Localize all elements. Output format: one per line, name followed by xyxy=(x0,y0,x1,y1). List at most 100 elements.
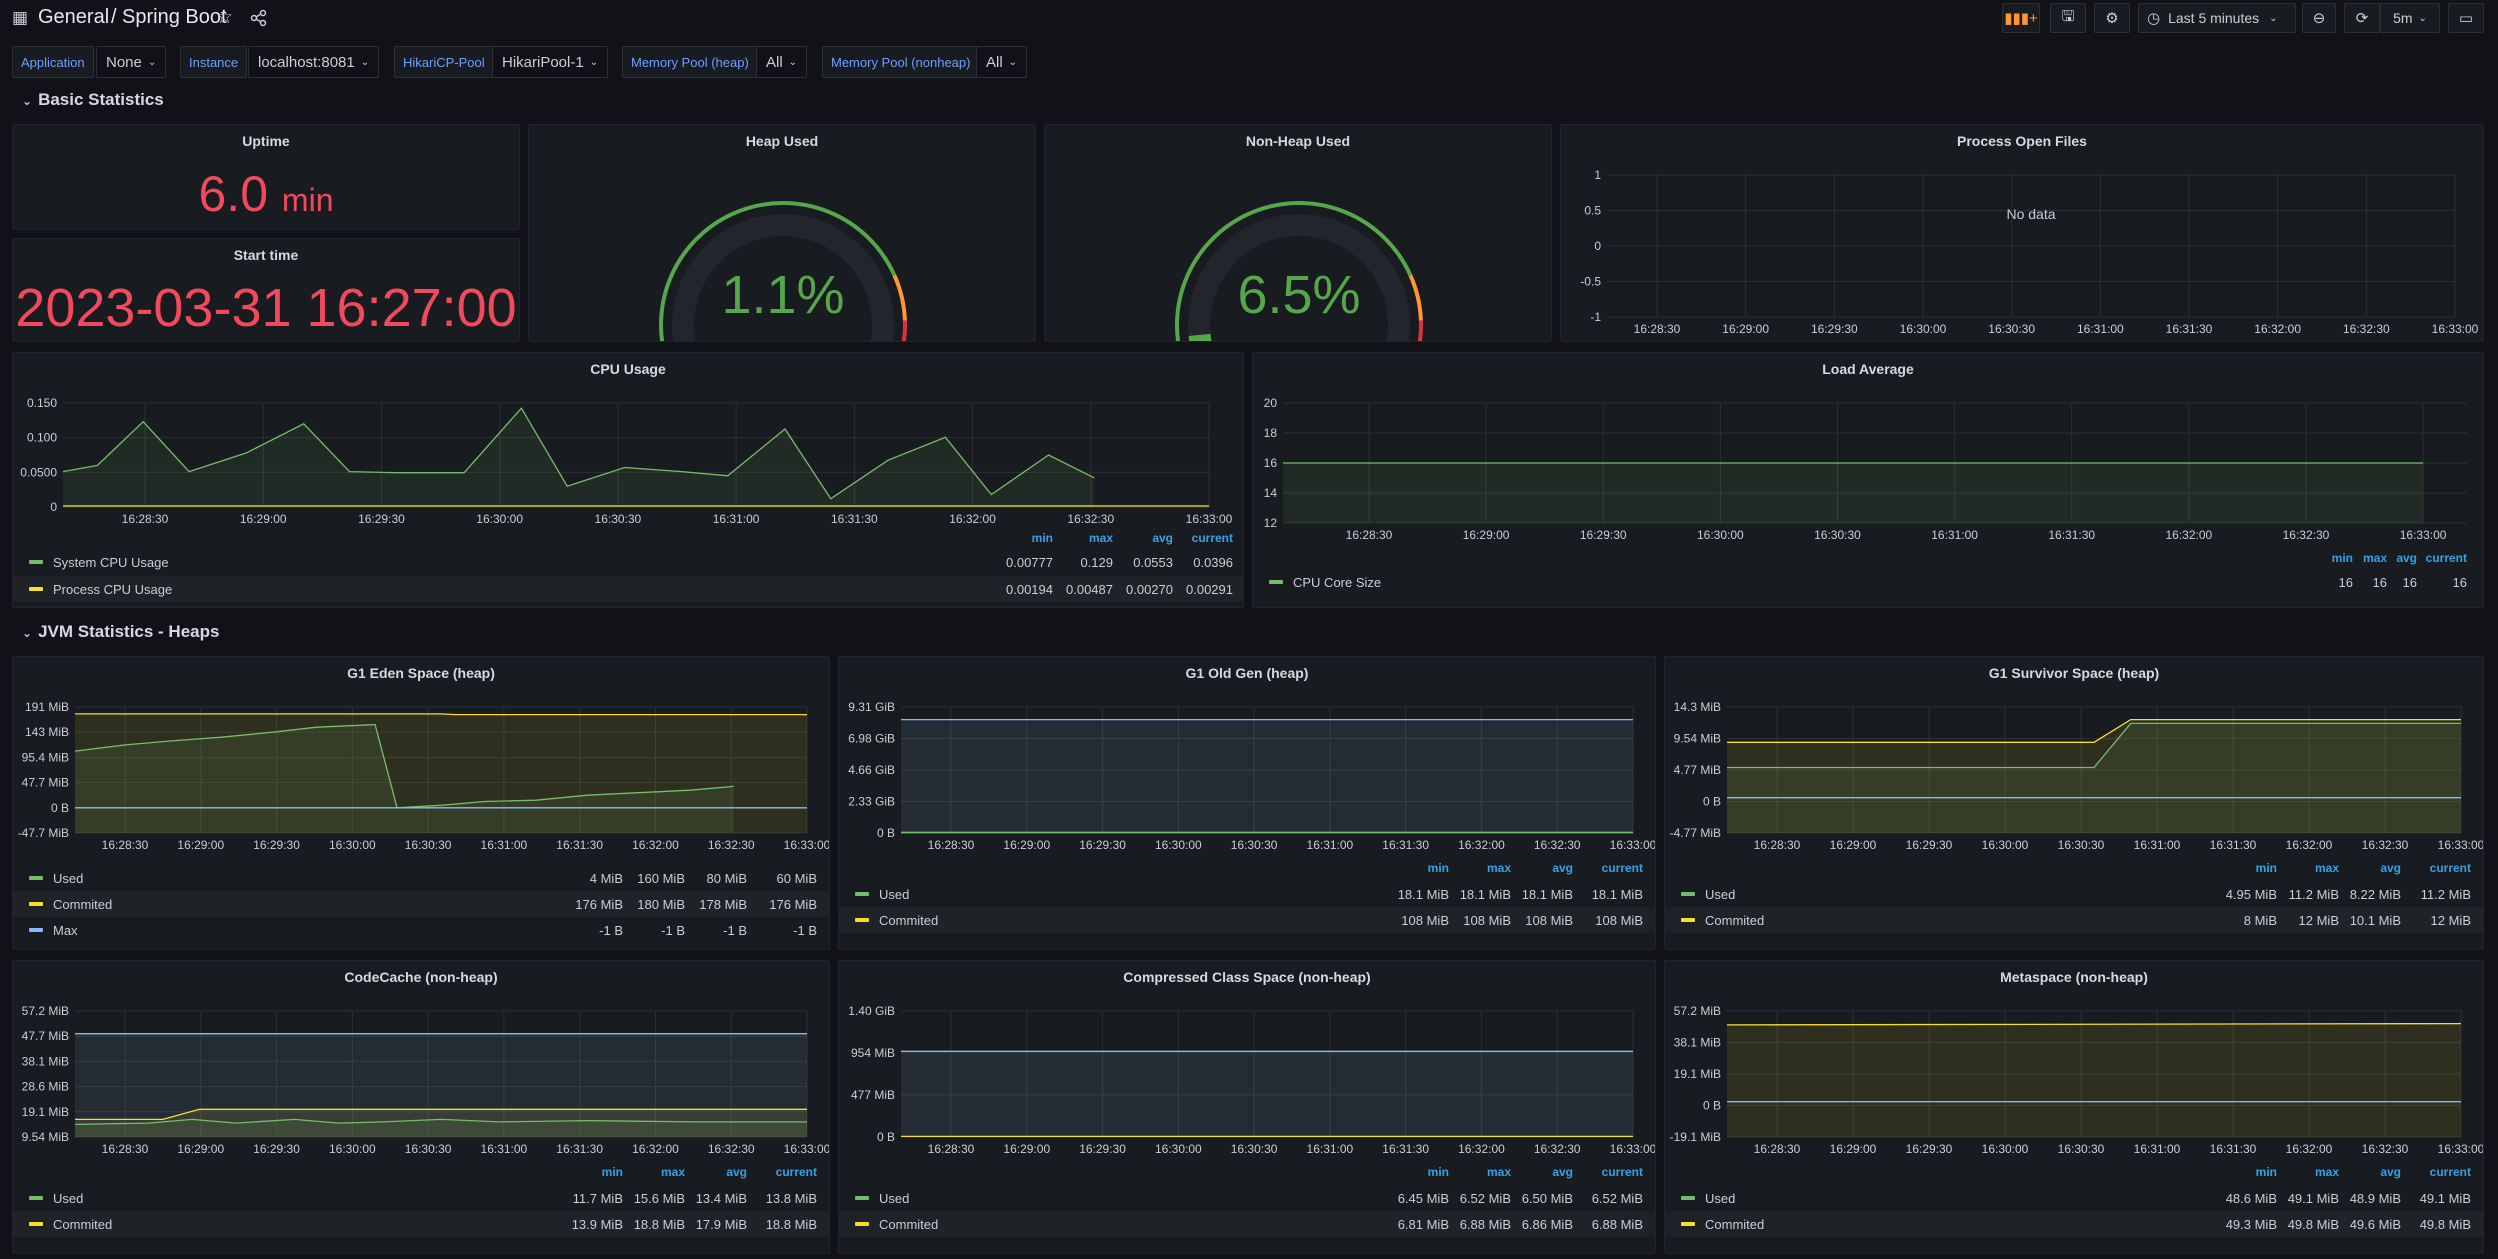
uptime-unit: min xyxy=(281,182,334,218)
variable-value: HikariPool-1 xyxy=(502,53,584,71)
variable-select-application[interactable]: None ⌄ xyxy=(96,46,167,78)
x-tick-label: 16:31:30 xyxy=(1382,838,1429,852)
panel-g1-eden-space[interactable]: G1 Eden Space (heap) 191 MiB 143 MiB 95.4 M… xyxy=(12,656,830,950)
legend-row-used[interactable]: Used 11.7 MiB 15.6 MiB 13.4 MiB 13.8 MiB xyxy=(13,1185,829,1211)
y-tick-label: -19.1 MiB xyxy=(1670,1130,1721,1144)
legend-current: -1 B xyxy=(793,922,817,938)
panel-g1-old-gen[interactable]: G1 Old Gen (heap) 9.31 GiB 6.98 GiB 4.66 Gi… xyxy=(838,656,1656,950)
legend-row-process-cpu[interactable]: Process CPU Usage 0.00194 0.00487 0.0027… xyxy=(13,576,1243,602)
legend-row-commited[interactable]: Commited 108 MiB 108 MiB 108 MiB 108 MiB xyxy=(839,907,1655,933)
tv-mode-button[interactable]: ▭ xyxy=(2448,3,2484,33)
panel-uptime[interactable]: Uptime 6.0 min xyxy=(12,124,520,230)
series-area xyxy=(1283,463,2424,523)
share-icon[interactable] xyxy=(250,9,268,27)
legend-current: 49.8 MiB xyxy=(2419,1216,2471,1232)
gauge-threshold-band xyxy=(892,274,907,321)
legend-row-system-cpu[interactable]: System CPU Usage 0.00777 0.129 0.0553 0.… xyxy=(13,549,1243,575)
x-tick-label: 16:29:30 xyxy=(1906,1142,1953,1156)
legend-current: 12 MiB xyxy=(2430,912,2471,928)
variable-value: localhost:8081 xyxy=(258,53,355,71)
add-panel-button[interactable]: ▮▮▮+ xyxy=(2002,3,2040,33)
legend-current: 0.00291 xyxy=(1186,581,1233,597)
legend-row-commited[interactable]: Commited 176 MiB 180 MiB 178 MiB 176 MiB xyxy=(13,891,829,917)
row-title-text: JVM Statistics - Heaps xyxy=(38,622,220,641)
x-tick-label: 16:29:00 xyxy=(1722,322,1769,336)
dashboard-settings-button[interactable]: ⚙ xyxy=(2094,3,2130,33)
legend-min: 6.45 MiB xyxy=(1397,1190,1449,1206)
x-tick-label: 16:29:00 xyxy=(1830,1142,1877,1156)
legend-row-commited[interactable]: Commited 6.81 MiB 6.88 MiB 6.86 MiB 6.88 MiB xyxy=(839,1211,1655,1237)
panel-codecache[interactable]: CodeCache (non-heap) 57.2 MiB 47.7 MiB 38.1… xyxy=(12,960,830,1254)
x-tick-label: 16:33:00 xyxy=(2438,838,2484,852)
panel-metaspace[interactable]: Metaspace (non-heap) 57.2 MiB 38.1 MiB 19.1… xyxy=(1664,960,2484,1254)
panel-start-time[interactable]: Start time 2023-03-31 16:27:00 xyxy=(12,238,520,342)
x-tick-label: 16:30:00 xyxy=(1982,1142,2029,1156)
time-range-label: Last 5 minutes xyxy=(2168,10,2260,26)
series-color-swatch xyxy=(855,892,869,896)
y-tick-label: 0 B xyxy=(51,801,69,815)
legend-current: 18.8 MiB xyxy=(765,1216,817,1232)
series-line xyxy=(1726,1022,2462,1026)
x-tick-label: 16:28:30 xyxy=(102,1142,149,1156)
x-tick-label: 16:29:30 xyxy=(358,512,405,526)
panel-compressed-class-space[interactable]: Compressed Class Space (non-heap) 1.40 Gi… xyxy=(838,960,1656,1254)
variable-select-hikaricp-pool[interactable]: HikariPool-1 ⌄ xyxy=(492,46,609,78)
refresh-interval-picker[interactable]: 5m ⌄ xyxy=(2380,3,2440,33)
x-tick-label: 16:30:00 xyxy=(1982,838,2029,852)
variable-select-instance[interactable]: localhost:8081 ⌄ xyxy=(248,46,380,78)
legend-row-used[interactable]: Used 6.45 MiB 6.52 MiB 6.50 MiB 6.52 MiB xyxy=(839,1185,1655,1211)
legend-row-cpu-core-size[interactable]: CPU Core Size 16 16 16 16 xyxy=(1253,569,2483,595)
x-tick-label: 16:33:00 xyxy=(1186,512,1233,526)
x-tick-label: 16:33:00 xyxy=(1610,838,1656,852)
graph-chart: 57.2 MiB 47.7 MiB 38.1 MiB 28.6 MiB 19.1 MiB… xyxy=(22,1004,829,1156)
graph-chart: 0.150 0.100 0.0500 0 16:28:30 16:29:00 16:29:3… xyxy=(20,396,1233,526)
legend-row-max[interactable]: Max -1 B -1 B -1 B -1 B xyxy=(13,917,829,943)
variable-select-memory-pool-nonheap[interactable]: All ⌄ xyxy=(976,46,1028,78)
x-tick-label: 16:29:30 xyxy=(1079,838,1126,852)
panel-title: Load Average xyxy=(1822,361,1914,377)
legend-row-commited[interactable]: Commited 8 MiB 12 MiB 10.1 MiB 12 MiB xyxy=(1665,907,2483,933)
y-tick-label: 0.150 xyxy=(27,396,57,410)
panel-g1-survivor-space[interactable]: G1 Survivor Space (heap) 14.3 MiB 9.54 MiB… xyxy=(1664,656,2484,950)
legend-row-used[interactable]: Used 18.1 MiB 18.1 MiB 18.1 MiB 18.1 MiB xyxy=(839,881,1655,907)
panel-title: Metaspace (non-heap) xyxy=(2000,969,2148,985)
chevron-down-icon: ⌄ xyxy=(589,56,599,68)
panel-load-average[interactable]: Load Average 20 18 16 14 12 16:28:30 16:29:00 1… xyxy=(1252,352,2484,608)
zoom-out-button[interactable]: ⊖ xyxy=(2302,3,2336,33)
x-tick-label: 16:30:30 xyxy=(405,1142,452,1156)
refresh-button[interactable]: ⟳ xyxy=(2344,3,2380,33)
panel-heap-used[interactable]: Heap Used 1.1% xyxy=(528,124,1036,342)
x-tick-label: 16:29:00 xyxy=(1003,1142,1050,1156)
row-basic-statistics[interactable]: ⌄ Basic Statistics xyxy=(22,90,164,110)
panel-title: Non-Heap Used xyxy=(1245,133,1351,149)
variable-value: All xyxy=(986,53,1003,71)
star-icon[interactable]: ☆ xyxy=(216,7,234,28)
legend-row-used[interactable]: Used 4.95 MiB 11.2 MiB 8.22 MiB 11.2 MiB xyxy=(1665,881,2483,907)
apps-grid-icon[interactable]: ▦ xyxy=(12,8,29,27)
chevron-down-icon: ⌄ xyxy=(2418,12,2427,24)
x-tick-label: 16:31:00 xyxy=(1307,838,1354,852)
legend-row-used[interactable]: Used 48.6 MiB 49.1 MiB 48.9 MiB 49.1 MiB xyxy=(1665,1185,2483,1211)
legend-header-current: current xyxy=(2429,1165,2471,1179)
legend-row-commited[interactable]: Commited 13.9 MiB 18.8 MiB 17.9 MiB 18.8 MiB xyxy=(13,1211,829,1237)
dashboard-title[interactable]: Spring Boot xyxy=(122,6,227,28)
legend: min max avg current Used 18.1 MiB 18.1 MiB 18.1… xyxy=(839,857,1655,949)
save-dashboard-button[interactable]: 🖫 xyxy=(2050,3,2086,33)
legend-max: 49.8 MiB xyxy=(2287,1216,2339,1232)
panel-title: Uptime xyxy=(242,133,290,149)
breadcrumb-folder[interactable]: General xyxy=(38,6,110,28)
legend-row-used[interactable]: Used 4 MiB 160 MiB 80 MiB 60 MiB xyxy=(13,865,829,891)
legend-min: 13.9 MiB xyxy=(571,1216,623,1232)
variable-select-memory-pool-heap[interactable]: All ⌄ xyxy=(756,46,808,78)
time-picker-button[interactable]: ◷ Last 5 minutes ⌄ xyxy=(2138,3,2296,33)
panel-nonheap-used[interactable]: Non-Heap Used 6.5% xyxy=(1044,124,1552,342)
panel-cpu-usage[interactable]: CPU Usage 0.150 0.100 0.0500 0 16:28:30 16:29… xyxy=(12,352,1244,608)
row-jvm-statistics-heaps[interactable]: ⌄ JVM Statistics - Heaps xyxy=(22,622,219,642)
x-tick-label: 16:32:30 xyxy=(2283,528,2330,542)
graph-chart: 9.31 GiB 6.98 GiB 4.66 GiB 2.33 GiB 0 B 16:28… xyxy=(848,700,1656,852)
gauge-threshold-band xyxy=(1408,274,1423,321)
graph-chart: 1.40 GiB 954 MiB 477 MiB 0 B 16:28:30 16:29:0… xyxy=(848,1004,1655,1156)
x-tick-label: 16:31:30 xyxy=(2048,528,2095,542)
legend-row-commited[interactable]: Commited 49.3 MiB 49.8 MiB 49.6 MiB 49.8 MiB xyxy=(1665,1211,2483,1237)
panel-process-open-files[interactable]: Process Open Files 1 0.5 0 -0.5 -1 16:28:30 16… xyxy=(1560,124,2484,342)
